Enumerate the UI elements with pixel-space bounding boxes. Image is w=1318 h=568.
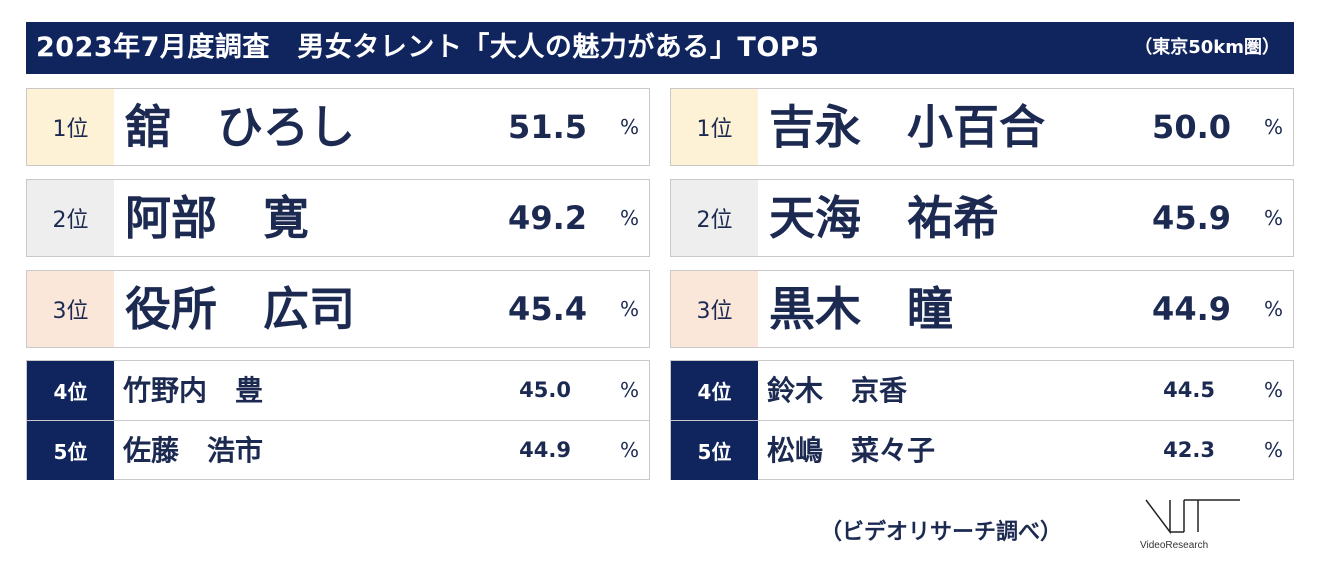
rank-badge: 2位 xyxy=(27,180,114,256)
talent-name: 役所 広司 xyxy=(125,282,355,336)
percent-unit: % xyxy=(619,378,639,402)
rank-badge: 1位 xyxy=(671,89,758,165)
female-ranking-column: 1位 吉永 小百合 50.0 % 2位 天海 祐希 45.9 % 3位 黒木 瞳… xyxy=(670,88,1294,480)
ranking-row-female-3: 3位 黒木 瞳 44.9 % xyxy=(670,270,1294,348)
rank-badge: 3位 xyxy=(671,271,758,347)
score-value: 44.5 xyxy=(1163,378,1215,402)
score-value: 50.0 xyxy=(1152,108,1231,146)
percent-unit: % xyxy=(619,438,639,462)
rank-badge: 4位 xyxy=(671,361,758,420)
talent-name: 松嶋 菜々子 xyxy=(767,434,936,467)
score-value: 51.5 xyxy=(508,108,587,146)
percent-unit: % xyxy=(619,206,639,230)
ranking-row-female-5: 5位 松嶋 菜々子 42.3 % xyxy=(671,420,1293,480)
ranking-box-female-4-5: 4位 鈴木 京香 44.5 % 5位 松嶋 菜々子 42.3 % xyxy=(670,360,1294,480)
ranking-row-male-3: 3位 役所 広司 45.4 % xyxy=(26,270,650,348)
percent-unit: % xyxy=(1263,438,1283,462)
score-value: 49.2 xyxy=(508,199,587,237)
percent-unit: % xyxy=(1263,206,1283,230)
video-research-logo-icon: VideoResearch xyxy=(1140,494,1250,554)
talent-name: 舘 ひろし xyxy=(125,100,355,154)
rank-badge: 3位 xyxy=(27,271,114,347)
ranking-row-female-4: 4位 鈴木 京香 44.5 % xyxy=(671,361,1293,420)
talent-name: 吉永 小百合 xyxy=(769,100,1045,154)
ranking-row-male-4: 4位 竹野内 豊 45.0 % xyxy=(27,361,649,420)
percent-unit: % xyxy=(619,297,639,321)
talent-name: 竹野内 豊 xyxy=(123,374,264,407)
score-value: 42.3 xyxy=(1163,438,1215,462)
score-value: 44.9 xyxy=(1152,290,1231,328)
rank-badge: 5位 xyxy=(671,421,758,480)
score-value: 44.9 xyxy=(519,438,571,462)
score-value: 45.4 xyxy=(508,290,587,328)
rank-badge: 2位 xyxy=(671,180,758,256)
score-value: 45.0 xyxy=(519,378,571,402)
ranking-row-male-5: 5位 佐藤 浩市 44.9 % xyxy=(27,420,649,480)
region-label: （東京50km圏） xyxy=(1134,37,1280,58)
talent-name: 黒木 瞳 xyxy=(769,282,953,336)
ranking-box-male-4-5: 4位 竹野内 豊 45.0 % 5位 佐藤 浩市 44.9 % xyxy=(26,360,650,480)
score-value: 45.9 xyxy=(1152,199,1231,237)
male-ranking-column: 1位 舘 ひろし 51.5 % 2位 阿部 寛 49.2 % 3位 役所 広司 … xyxy=(26,88,650,480)
rank-badge: 5位 xyxy=(27,421,114,480)
ranking-row-male-2: 2位 阿部 寛 49.2 % xyxy=(26,179,650,257)
talent-name: 阿部 寛 xyxy=(125,191,309,245)
percent-unit: % xyxy=(1263,115,1283,139)
ranking-row-female-1: 1位 吉永 小百合 50.0 % xyxy=(670,88,1294,166)
talent-name: 天海 祐希 xyxy=(769,191,999,245)
source-note: （ビデオリサーチ調べ） xyxy=(820,520,1063,545)
rank-badge: 4位 xyxy=(27,361,114,420)
ranking-row-male-1: 1位 舘 ひろし 51.5 % xyxy=(26,88,650,166)
talent-name: 鈴木 京香 xyxy=(767,374,908,407)
page-title: 2023年7月度調査 男女タレント「大人の魅力がある」TOP5 xyxy=(36,32,820,63)
percent-unit: % xyxy=(1263,297,1283,321)
talent-name: 佐藤 浩市 xyxy=(123,434,264,467)
percent-unit: % xyxy=(619,115,639,139)
percent-unit: % xyxy=(1263,378,1283,402)
logo-wordmark: VideoResearch xyxy=(1140,540,1209,551)
header-banner: 2023年7月度調査 男女タレント「大人の魅力がある」TOP5 （東京50km圏… xyxy=(26,22,1294,74)
logo-mark xyxy=(1145,499,1240,535)
rank-badge: 1位 xyxy=(27,89,114,165)
ranking-row-female-2: 2位 天海 祐希 45.9 % xyxy=(670,179,1294,257)
